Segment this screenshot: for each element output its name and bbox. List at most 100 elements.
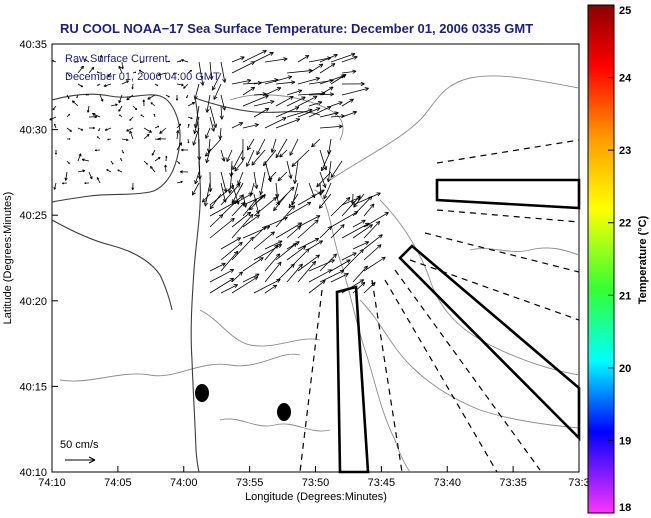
current-vector bbox=[120, 158, 123, 162]
current-vector bbox=[323, 182, 332, 200]
current-vector bbox=[193, 116, 200, 135]
current-vector bbox=[242, 86, 256, 96]
current-vector bbox=[352, 224, 373, 239]
current-vector bbox=[330, 259, 351, 272]
current-vector bbox=[97, 83, 101, 86]
current-vector bbox=[66, 138, 71, 140]
current-vector bbox=[234, 160, 244, 172]
current-vector bbox=[275, 222, 303, 239]
current-vector bbox=[253, 231, 275, 250]
current-vector bbox=[154, 125, 160, 129]
current-vector bbox=[253, 279, 281, 294]
current-vector bbox=[147, 94, 156, 100]
current-vector bbox=[220, 237, 242, 250]
current-vector bbox=[119, 114, 123, 118]
current-vector bbox=[183, 83, 189, 89]
current-vector bbox=[253, 107, 270, 118]
current-vector bbox=[205, 127, 211, 139]
current-vector bbox=[159, 127, 167, 134]
current-vector bbox=[231, 236, 254, 261]
current-vector bbox=[52, 60, 57, 63]
current-vector bbox=[143, 133, 150, 140]
current-vector bbox=[330, 224, 345, 239]
current-vector bbox=[77, 127, 84, 131]
current-vector bbox=[154, 156, 161, 162]
current-vector bbox=[191, 182, 200, 196]
depth-contour-line bbox=[199, 309, 321, 347]
current-vector bbox=[88, 115, 98, 119]
current-vector bbox=[209, 217, 235, 239]
current-vector bbox=[253, 100, 275, 107]
current-vector bbox=[308, 100, 323, 107]
depth-contour-line bbox=[59, 353, 301, 382]
current-vector bbox=[275, 118, 301, 129]
current-vector bbox=[126, 127, 134, 132]
current-vector bbox=[84, 182, 90, 185]
current-vector bbox=[308, 63, 324, 74]
current-vector bbox=[66, 127, 72, 132]
current-vector bbox=[103, 83, 112, 88]
current-vector bbox=[176, 60, 182, 63]
current-vector bbox=[193, 83, 200, 100]
current-vector bbox=[242, 94, 269, 107]
current-vector bbox=[341, 81, 365, 86]
x-tick-label: 73:50 bbox=[302, 477, 330, 489]
current-vector bbox=[187, 123, 190, 129]
current-vector bbox=[54, 149, 58, 155]
colorbar-tick-label: 22 bbox=[619, 218, 631, 230]
current-vector bbox=[197, 160, 202, 180]
current-vector bbox=[209, 214, 224, 228]
dashed-line bbox=[384, 279, 498, 473]
colorbar-tick-label: 21 bbox=[619, 290, 631, 302]
current-vector bbox=[363, 234, 383, 250]
current-vector bbox=[110, 103, 118, 107]
current-vector bbox=[192, 127, 200, 146]
map-panel: Raw Surface Current December 01, 2006 04… bbox=[49, 43, 581, 474]
current-vector bbox=[86, 105, 90, 113]
scale-arrow bbox=[65, 456, 96, 464]
current-vector bbox=[264, 240, 283, 250]
current-vector bbox=[311, 138, 321, 148]
colorbar-gradient bbox=[587, 4, 615, 514]
current-vector bbox=[53, 123, 57, 129]
current-vector bbox=[117, 169, 123, 173]
current-vector bbox=[118, 94, 123, 104]
current-vector bbox=[187, 102, 195, 107]
current-vector bbox=[231, 193, 253, 206]
current-vector bbox=[352, 219, 366, 228]
current-vector bbox=[150, 102, 156, 107]
colorbar-tick-label: 18 bbox=[619, 502, 631, 514]
figure-title: RU COOL NOAA−17 Sea Surface Temperature:… bbox=[60, 21, 533, 36]
current-vector bbox=[270, 138, 277, 153]
x-tick-label: 73:55 bbox=[236, 477, 264, 489]
current-vector bbox=[231, 78, 252, 85]
current-vector bbox=[213, 83, 222, 100]
x-axis-ticks: 74:10 74:05 74:00 73:55 73:50 73:45 73:40 73:35… bbox=[38, 466, 590, 489]
colorbar-ticks: 25 24 23 22 21 20 19 18 bbox=[608, 4, 632, 514]
current-vector bbox=[330, 73, 347, 85]
current-vector bbox=[88, 66, 95, 74]
current-vector bbox=[275, 106, 300, 118]
current-vector bbox=[275, 242, 298, 261]
current-vector bbox=[176, 180, 183, 184]
current-vector bbox=[220, 194, 244, 217]
x-tick-label: 74:10 bbox=[38, 477, 66, 489]
current-vector bbox=[259, 171, 266, 196]
current-vector bbox=[157, 72, 167, 77]
current-vector bbox=[297, 254, 320, 272]
restricted-zones bbox=[335, 178, 581, 474]
current-vectors bbox=[49, 50, 389, 294]
depth-contour-line bbox=[219, 418, 331, 432]
current-vector bbox=[242, 123, 259, 129]
colorbar-tick-label: 19 bbox=[619, 435, 631, 447]
colorbar-tick-label: 20 bbox=[619, 363, 631, 375]
current-vector bbox=[131, 182, 135, 190]
current-vector bbox=[220, 241, 243, 261]
current-vector bbox=[246, 138, 255, 151]
current-vector bbox=[352, 192, 381, 206]
current-vector bbox=[268, 171, 277, 181]
current-vector bbox=[187, 138, 190, 144]
current-vector bbox=[242, 214, 260, 228]
current-vector bbox=[164, 164, 167, 173]
